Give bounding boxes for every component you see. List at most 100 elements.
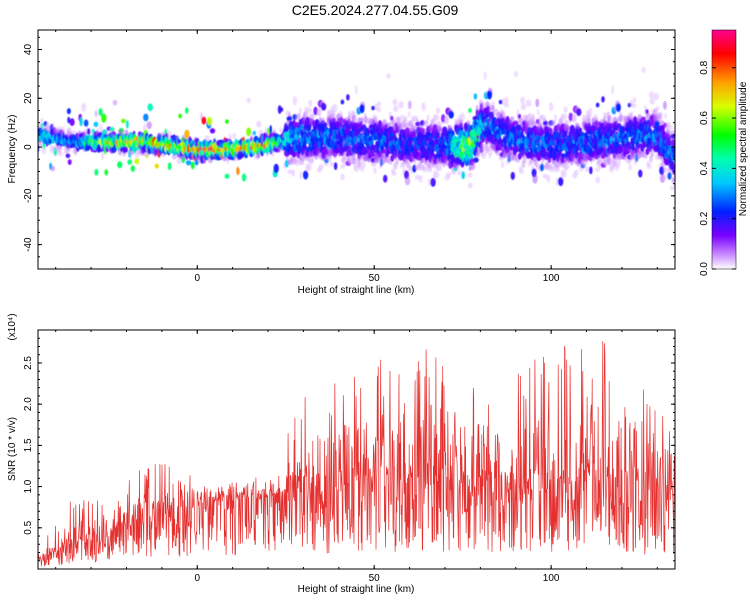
spectrogram-cell (664, 113, 667, 120)
spectrogram-cell (143, 113, 149, 122)
spectrogram-cell (655, 153, 658, 161)
spectrogram-cell (407, 111, 411, 117)
spectrogram-cell (84, 129, 87, 136)
spectrogram-cell (498, 99, 503, 105)
spectrogram-cell (510, 171, 515, 180)
spectrogram-cell (252, 130, 256, 136)
snr-xtick-label: 0 (194, 573, 200, 584)
spectrogram-cell (286, 116, 293, 121)
spectrogram-cell (398, 101, 404, 109)
spectrogram-cell (632, 97, 637, 103)
spectrogram-cell (207, 116, 213, 126)
snr-ylabel: SNR (10 * v/v) (7, 417, 18, 481)
spectrogram-xlabel: Height of straight line (km) (298, 285, 415, 296)
spectrogram-ytick-label: -20 (23, 188, 34, 203)
spectrogram-cell (663, 167, 669, 173)
spectrogram-cell (392, 98, 398, 106)
spectrogram-cell (146, 121, 152, 130)
spectrogram-cell (360, 167, 364, 172)
spectrogram-cell (94, 110, 98, 118)
spectrogram-cell (421, 102, 426, 112)
spectrogram-cell (273, 163, 279, 174)
spectrogram-cell (147, 103, 153, 112)
spectrogram-cell (659, 173, 666, 183)
spectrogram-cell (504, 102, 509, 108)
spectrogram-cell (121, 118, 126, 124)
spectrogram-cell (352, 114, 357, 124)
spectrogram-cell (224, 173, 230, 179)
spectrogram-cell (67, 127, 72, 136)
spectrogram-cell (332, 110, 336, 119)
spectrogram-cell (66, 108, 71, 115)
spectrogram-cell (361, 117, 365, 123)
spectrogram-cell (607, 114, 613, 124)
spectrogram-cell (332, 117, 336, 123)
spectrogram-cell (241, 173, 247, 182)
snr-xtick-label: 100 (543, 573, 560, 584)
spectrogram-cell (69, 118, 75, 126)
spectrogram-cell (177, 138, 181, 144)
spectrogram-cell (589, 156, 594, 163)
colorbar: 0.0 0.2 0.4 0.6 0.8 Normalized spectral ampl… (699, 29, 749, 276)
snr-multiplier-label: (x10⁴) (7, 313, 18, 340)
spectrogram-cell (184, 129, 190, 139)
spectrogram-cell (355, 122, 360, 131)
spectrogram-cell (671, 149, 675, 154)
snr-xtick-label: 50 (369, 573, 381, 584)
spectrogram-cell (445, 172, 452, 178)
spectrogram-cell (93, 121, 99, 128)
spectrogram-cell (104, 169, 108, 176)
snr-xlabel: Height of straight line (km) (298, 584, 415, 595)
spectrogram-cell (94, 168, 99, 176)
spectrogram-cell (306, 124, 312, 132)
spectrogram-cell (67, 116, 71, 124)
spectrogram-cell (209, 128, 216, 134)
spectrogram-cell (461, 171, 466, 180)
spectrogram-cell (584, 166, 590, 172)
spectrogram-cell (505, 96, 509, 103)
spectrogram-cell (641, 67, 646, 73)
spectrogram-cell (520, 103, 527, 111)
spectrogram-cell (91, 128, 95, 134)
spectrogram-cell (563, 106, 568, 114)
spectrogram-cell (514, 71, 519, 77)
spectrogram-panel: 0 50 100 -40 -20 0 20 40 Height of straight lin… (7, 29, 676, 296)
snr-ytick-label: 2.0 (23, 397, 34, 411)
spectrogram-cell (460, 161, 465, 168)
spectrogram-cell (271, 148, 275, 158)
spectrogram-cell (595, 176, 600, 184)
spectrogram-cell (648, 91, 654, 99)
spectrogram-cell (467, 172, 473, 178)
spectrogram-cell (407, 100, 412, 110)
spectrogram-cell (81, 102, 87, 112)
spectrogram-cell (98, 108, 103, 117)
snr-ytick-label: 1.5 (23, 438, 34, 452)
spectrogram-cell (318, 164, 324, 170)
spectrogram-cell (376, 107, 382, 112)
spectrogram-cell (564, 161, 570, 171)
spectrogram-cell (246, 97, 251, 104)
spectrogram-cell (377, 101, 382, 108)
spectrogram-cell (65, 153, 71, 159)
spectrogram-cell (487, 90, 492, 100)
colorbar-label: Normalized spectral amplitude (738, 81, 749, 216)
colorbar-gradient (711, 29, 737, 270)
spectrogram-ytick-label: -40 (23, 237, 34, 252)
spectrogram-cell (588, 107, 593, 117)
spectrogram-cell (105, 128, 109, 136)
spectrogram-cell (279, 107, 284, 112)
snr-ytick-label: 0.5 (23, 520, 34, 534)
spectrogram-cell (638, 169, 643, 178)
spectrogram-cell (294, 159, 299, 167)
spectrogram-cell (101, 151, 105, 160)
spectrogram-cell (99, 124, 103, 133)
spectrogram-cell (457, 170, 462, 176)
spectrogram-ytick-label: 40 (23, 44, 34, 56)
spectrogram-cell (125, 130, 129, 137)
spectrogram-cell (83, 119, 89, 127)
spectrogram-cell (611, 85, 614, 95)
colorbar-tick-label: 0.8 (699, 60, 710, 74)
spectrogram-cell (672, 153, 675, 159)
spectrogram-cell (269, 125, 273, 134)
spectrogram-cell (304, 106, 308, 115)
